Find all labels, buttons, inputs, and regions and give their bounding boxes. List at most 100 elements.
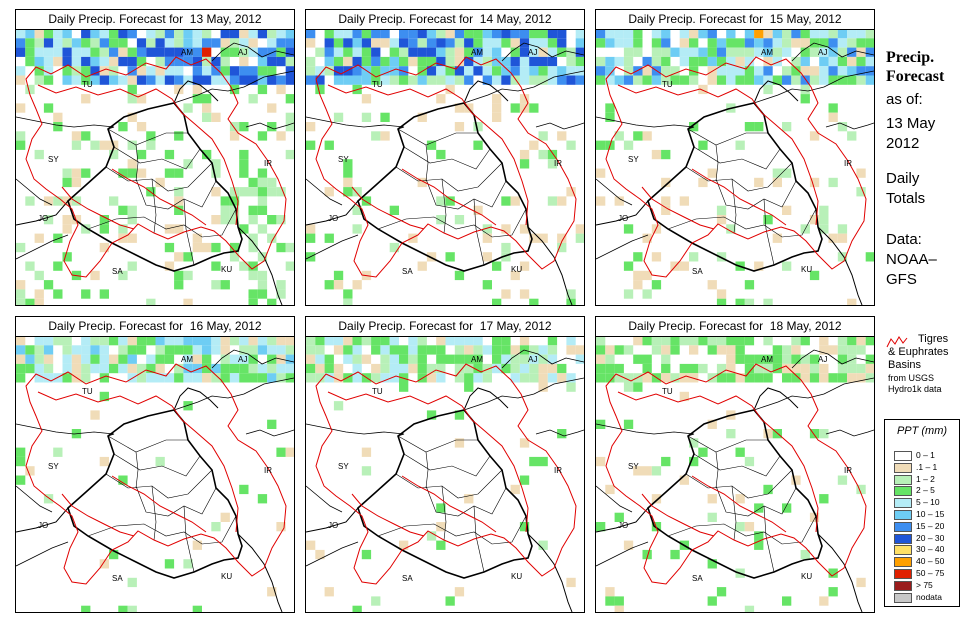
precip-cell [276, 242, 286, 253]
precip-cell [763, 336, 773, 346]
precip-cell [510, 103, 520, 113]
precip-cell [782, 29, 792, 39]
district-border [397, 128, 478, 146]
precip-cell [211, 242, 221, 253]
precip-cell [501, 252, 511, 262]
precip-cell [856, 56, 866, 67]
precip-cell [651, 345, 662, 355]
precip-cell [81, 94, 91, 104]
precip-cell [183, 270, 193, 281]
precip-cell [538, 233, 548, 243]
country-label: SA [112, 574, 123, 583]
precip-cell [174, 224, 184, 234]
precip-cell [109, 549, 119, 560]
precip-cell [306, 540, 316, 550]
precip-cell [547, 66, 558, 76]
precip-cell [716, 363, 727, 374]
precip-cell [202, 94, 212, 104]
precip-cell [53, 289, 63, 299]
precip-cell [538, 29, 548, 39]
precip-cell [324, 66, 334, 76]
country-label: SY [48, 462, 59, 471]
precip-cell [436, 345, 446, 355]
district-border [395, 162, 503, 192]
precip-cell [118, 56, 128, 67]
precip-cell [501, 224, 511, 234]
precip-cell [417, 56, 427, 67]
precip-cell [155, 177, 165, 188]
precip-cell [239, 149, 249, 160]
precip-cell [473, 345, 483, 355]
precip-cell [426, 252, 437, 262]
precip-cell [174, 168, 184, 178]
precip-cell [865, 252, 874, 262]
precip-cell [661, 56, 671, 67]
precip-cell [267, 122, 277, 132]
precip-cell [352, 66, 362, 76]
precip-cell [248, 177, 258, 188]
precip-cell [856, 168, 866, 178]
district-border [441, 178, 447, 234]
precip-cell [248, 298, 258, 305]
precip-cell [389, 354, 399, 364]
precip-cell [809, 363, 820, 374]
precip-cell [651, 252, 662, 262]
country-border [173, 387, 219, 411]
iraq-border [67, 409, 243, 579]
precip-cell [81, 38, 91, 48]
precip-cell [464, 336, 474, 346]
precip-cell [192, 242, 202, 253]
precip-cell [596, 56, 606, 67]
country-border [245, 429, 294, 437]
district-border [715, 178, 797, 210]
precip-cell [267, 29, 277, 39]
precip-cell [623, 261, 634, 271]
precip-cell [772, 56, 782, 67]
precip-cell [285, 56, 294, 67]
precip-cell [856, 187, 866, 197]
precip-cell [426, 75, 437, 85]
precip-cell [220, 196, 230, 206]
basin-boundary [61, 186, 135, 230]
precip-cell [464, 345, 474, 355]
precip-cell [408, 336, 418, 346]
precip-cell [510, 363, 520, 374]
country-border [16, 541, 69, 567]
precip-cell [99, 242, 109, 253]
precip-cell [492, 29, 502, 39]
forecast-panel-6: Daily Precip. Forecast for 18 May, 2012 … [595, 316, 875, 613]
precip-cell [380, 354, 390, 364]
precip-cell [735, 345, 745, 355]
precip-cell [136, 149, 147, 160]
precip-cell [763, 47, 773, 57]
country-label: IR [264, 159, 272, 168]
basin-boundary [327, 84, 529, 226]
precip-cell [109, 363, 119, 374]
precip-cell [127, 56, 137, 67]
precip-cell [707, 559, 717, 569]
precip-cell [352, 224, 362, 234]
precip-cell [352, 605, 362, 612]
precip-cell [744, 47, 755, 57]
precip-cell [726, 224, 736, 234]
precip-cell [772, 354, 782, 364]
precip-cell [529, 75, 539, 85]
precip-cell [847, 56, 857, 67]
precip-cell [575, 56, 584, 67]
precip-cell [782, 66, 792, 76]
district-border [403, 146, 491, 170]
precip-cell [819, 363, 829, 374]
precip-cell [754, 363, 764, 374]
precip-cell [642, 56, 652, 67]
precip-cell [248, 270, 258, 281]
precip-cell [146, 140, 156, 150]
precip-cell [380, 29, 390, 39]
precip-cell [754, 29, 764, 39]
precip-cell [837, 122, 848, 132]
basin-boundary [111, 475, 207, 533]
precip-cell [763, 84, 773, 95]
precip-cell [62, 373, 72, 383]
precip-cell [202, 66, 212, 76]
district-border [731, 178, 737, 234]
country-label: IR [264, 466, 272, 475]
